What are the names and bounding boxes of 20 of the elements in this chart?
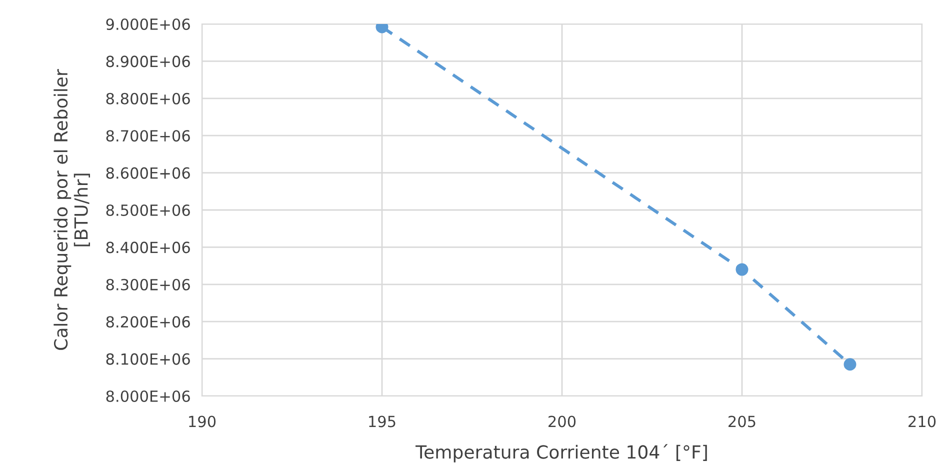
x-tick-label: 210 (908, 416, 936, 428)
x-tick-label: 195 (369, 416, 396, 428)
y-tick-label: 8.000E+06 (106, 390, 190, 402)
y-tick-label: 8.300E+06 (106, 278, 190, 290)
x-tick-label: 190 (189, 416, 216, 428)
point (736, 263, 748, 276)
y-tick-label: 8.600E+06 (106, 167, 190, 179)
y-tick-label: 8.500E+06 (106, 204, 190, 216)
y-tick-label: 9.000E+06 (106, 18, 190, 30)
y-tick-label: 8.200E+06 (106, 316, 190, 328)
point (844, 358, 856, 371)
x-tick-label: 200 (548, 416, 576, 428)
y-tick-label: 8.700E+06 (106, 130, 190, 142)
y-tick-label: 8.800E+06 (106, 92, 190, 104)
x-tick-label: 205 (728, 416, 756, 428)
y-tick-label: 8.400E+06 (106, 242, 190, 254)
y-tick-label: 8.100E+06 (106, 353, 190, 365)
x-axis-title: Temperatura Corriente 104´ [°F] (416, 444, 707, 462)
y-axis-title: Calor Requerido por el Reboiler [BTU/hr] (54, 69, 90, 350)
y-tick-label: 8.900E+06 (106, 56, 190, 68)
